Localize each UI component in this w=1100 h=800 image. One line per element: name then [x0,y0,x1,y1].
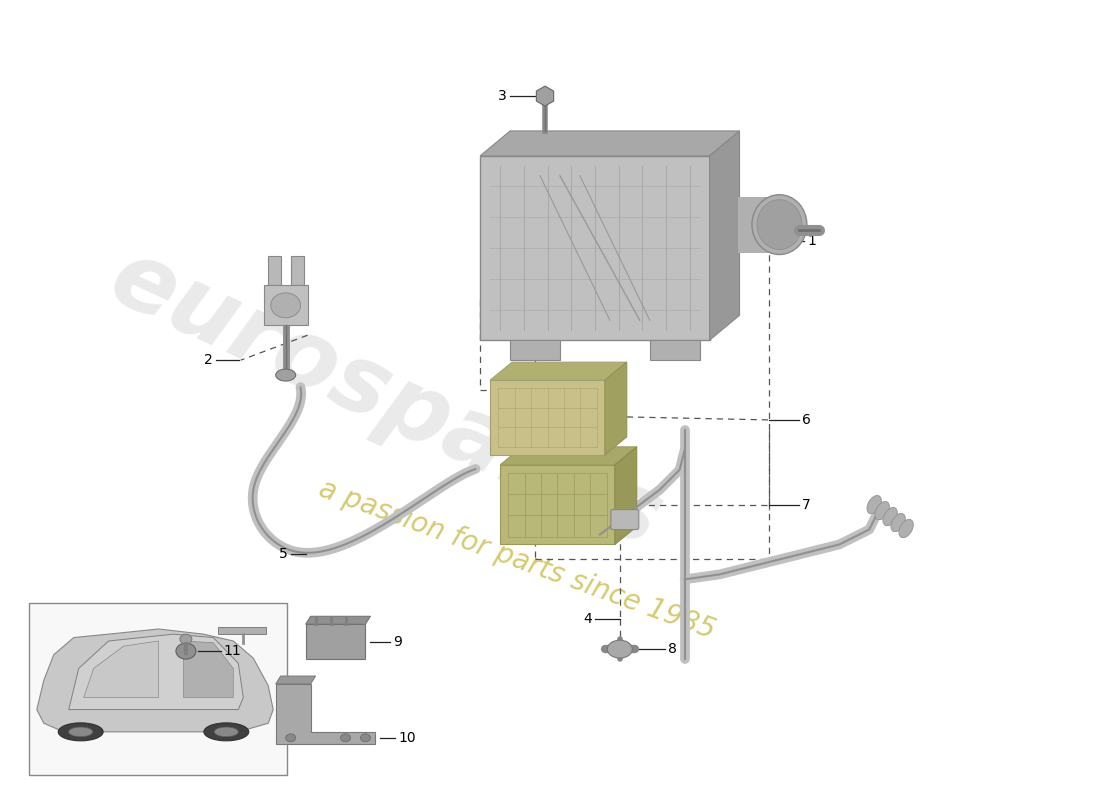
Text: 2: 2 [205,353,213,367]
Bar [29,603,287,774]
Polygon shape [500,465,615,545]
Ellipse shape [204,723,249,741]
Ellipse shape [899,519,913,538]
Ellipse shape [867,495,881,514]
Polygon shape [710,131,739,340]
Text: 4: 4 [583,612,592,626]
Ellipse shape [607,640,632,658]
Polygon shape [290,255,304,286]
Ellipse shape [757,200,802,250]
Ellipse shape [271,293,300,318]
Ellipse shape [58,723,103,741]
Polygon shape [491,380,605,455]
Ellipse shape [891,514,905,532]
Ellipse shape [361,734,371,742]
Polygon shape [68,634,243,710]
Ellipse shape [883,507,898,526]
Polygon shape [84,641,158,698]
Polygon shape [510,340,560,360]
Ellipse shape [286,734,296,742]
Text: 6: 6 [802,413,811,427]
Polygon shape [605,362,627,455]
Ellipse shape [874,502,890,520]
Polygon shape [481,156,710,340]
Text: eurospares: eurospares [96,232,675,568]
Polygon shape [650,340,700,360]
Ellipse shape [68,727,92,737]
Ellipse shape [214,727,239,737]
Ellipse shape [341,734,351,742]
Polygon shape [615,447,637,545]
Polygon shape [264,286,308,326]
Ellipse shape [752,194,806,254]
Text: 8: 8 [668,642,676,656]
Polygon shape [36,629,273,732]
Ellipse shape [176,643,196,659]
Bar [737,197,780,253]
Polygon shape [276,684,375,744]
Ellipse shape [180,634,191,644]
Text: 7: 7 [802,498,811,512]
Polygon shape [306,624,365,659]
Text: 5: 5 [279,547,288,562]
FancyBboxPatch shape [610,510,639,530]
Polygon shape [481,131,739,156]
Polygon shape [276,676,316,684]
Polygon shape [218,627,266,634]
Polygon shape [306,616,371,624]
Ellipse shape [276,369,296,381]
Text: 11: 11 [223,644,242,658]
Text: 3: 3 [498,89,507,103]
Polygon shape [537,86,553,106]
Polygon shape [491,362,627,380]
Text: a passion for parts since 1985: a passion for parts since 1985 [315,474,719,644]
Text: 10: 10 [398,731,416,745]
Text: 9: 9 [394,635,403,649]
Text: 1: 1 [807,234,816,247]
Polygon shape [184,641,233,698]
Polygon shape [500,447,637,465]
Polygon shape [267,255,280,286]
